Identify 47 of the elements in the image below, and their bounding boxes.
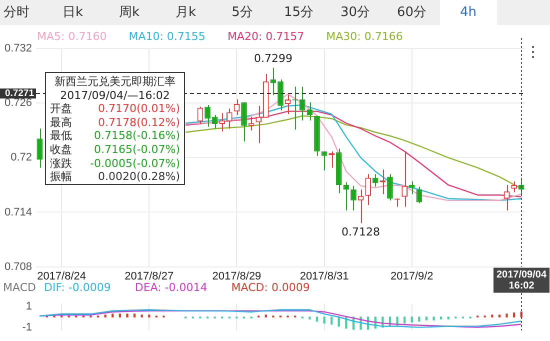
category-label: 开盘 — [50, 102, 72, 116]
series-label: DEA: -0.0014 — [134, 280, 208, 294]
x-tick-label: 2017/8/31 — [300, 270, 349, 282]
category-label: 月k — [174, 4, 198, 22]
text: 0.0020(0.28%) — [98, 170, 180, 184]
text: 0.7158(-0.16%) — [94, 129, 180, 142]
series-label: DIF: -0.0009 — [44, 280, 111, 294]
category-label: 最高 — [50, 116, 72, 130]
category-label: 30分 — [339, 4, 372, 22]
text: 2017/09/04/—16:02 — [59, 88, 171, 102]
y-tick-label: 0.72 — [10, 152, 32, 164]
category-label: 15分 — [282, 4, 315, 22]
text: MA10: 0.7155 — [128, 30, 206, 42]
text: 0.7170(0.01%) — [98, 102, 180, 116]
text: 新西兰元兑美元即期汇率 — [54, 75, 176, 89]
category-label: 最低 — [50, 129, 72, 143]
annotation: 0.7128 — [342, 226, 380, 239]
text: 0.7178(0.12%) — [98, 116, 180, 129]
x-tick-label: 2017/09/04 16:02 — [496, 270, 547, 292]
category-label: 收盘 — [50, 142, 72, 157]
category-label: 周k — [118, 4, 141, 22]
y-tick-label: 0.714 — [4, 206, 32, 218]
text: -0.0005(-0.07%) — [90, 156, 180, 170]
category-label: 4h — [440, 0, 496, 25]
y-tick-label: -1 — [22, 321, 32, 334]
x-tick-label: 2017/9/2 — [390, 270, 434, 282]
chart-title: MACD — [3, 280, 36, 294]
text: MA20: 0.7157 — [227, 30, 304, 42]
category-label: 5分 — [230, 4, 254, 22]
y-tick-label: 0.732 — [4, 42, 32, 55]
ref-line-label: 0.7271 — [4, 88, 35, 100]
y-tick-label: 0.726 — [4, 97, 32, 110]
x-tick-label: 2017/8/29 — [212, 270, 262, 282]
text: MACD: 0.0009 — [231, 280, 310, 294]
category-label: 日k — [61, 4, 84, 22]
y-tick-label: 0.708 — [4, 260, 32, 273]
x-tick-label: 2017/8/24 — [37, 270, 86, 282]
category-label: 振幅 — [50, 170, 72, 184]
x-tick-label: 2017/8/27 — [124, 270, 174, 282]
category-label: 60分 — [396, 4, 428, 22]
category-label: 分时 — [2, 4, 30, 22]
text: 0.7165(-0.07%) — [94, 142, 180, 156]
annotation: 0.7299 — [254, 52, 292, 66]
text: MA5: 0.7160 — [37, 30, 107, 42]
text: MA30: 0.7166 — [326, 30, 403, 42]
y-tick-label: 1 — [26, 300, 32, 313]
category-label: 涨跌 — [50, 156, 72, 170]
